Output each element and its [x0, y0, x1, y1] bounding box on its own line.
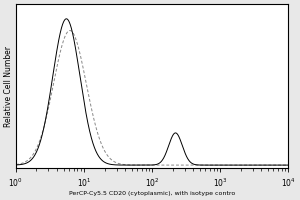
X-axis label: PerCP-Cy5.5 CD20 (cytoplasmic), with isotype contro: PerCP-Cy5.5 CD20 (cytoplasmic), with iso… [69, 191, 235, 196]
Y-axis label: Relative Cell Number: Relative Cell Number [4, 46, 13, 127]
